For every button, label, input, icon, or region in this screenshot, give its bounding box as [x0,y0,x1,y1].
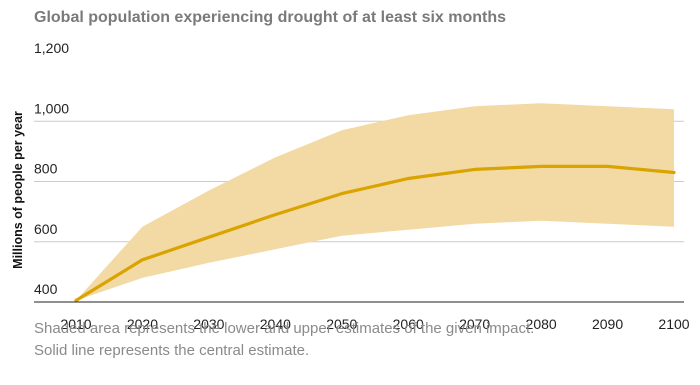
x-tick-label: 2060 [393,316,424,332]
x-tick-label: 2030 [193,316,224,332]
note-band: Shaded area represents the lower and upp… [34,320,534,337]
y-tick-label: 400 [34,281,58,297]
y-tick-label: 600 [34,221,58,237]
estimate-band [76,103,674,301]
x-tick-label: 2070 [459,316,490,332]
note-line: Solid line represents the central estima… [34,342,309,359]
x-tick-label: 2100 [658,316,689,332]
x-tick-label: 2040 [260,316,291,332]
y-tick-label: 800 [34,161,58,177]
central-estimate-line [74,164,676,303]
y-tick-label: 1,000 [34,100,69,116]
y-axis-label: Millions of people per year [11,111,25,269]
x-tick-label: 2090 [592,316,623,332]
y-tick-label: 1,200 [34,40,69,56]
x-tick-label: 2010 [60,316,91,332]
x-tick-label: 2050 [326,316,357,332]
x-tick-label: 2020 [127,316,158,332]
x-tick-label: 2080 [526,316,557,332]
y-axis-ticks: 400 600 800 1,000 1,200 [34,40,69,297]
x-axis-ticks: 2010 2020 2030 2040 2050 2060 2070 2080 2090 2100 [60,316,689,332]
chart-title: Global population experiencing drought o… [34,9,506,26]
